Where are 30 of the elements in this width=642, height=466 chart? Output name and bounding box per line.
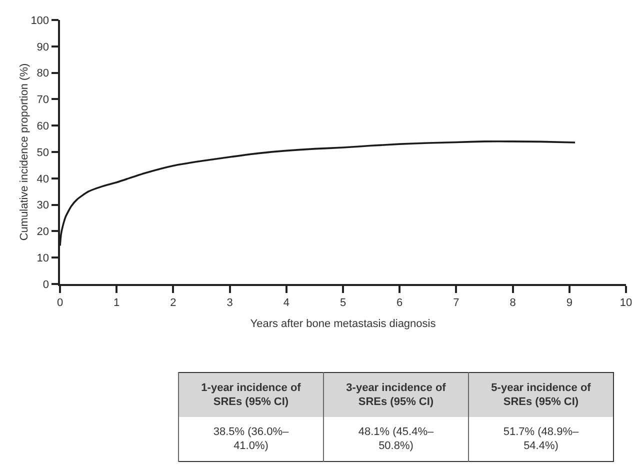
text: 3-year incidence of SREs (95% CI) xyxy=(324,372,468,417)
x-tick-label: 9 xyxy=(566,296,572,309)
x-tick-label: 2 xyxy=(170,296,176,309)
y-tick-label: 80 xyxy=(36,68,50,80)
x-tick-label: 8 xyxy=(510,296,516,309)
text: 48.1% (45.4%–50.8%) xyxy=(324,417,468,462)
x-tick-label: 7 xyxy=(453,296,460,309)
x-axis-title: Years after bone metastasis diagnosis xyxy=(250,318,436,330)
x-tick-label: 10 xyxy=(620,296,632,309)
y-tick-label: 30 xyxy=(36,200,50,212)
text: 5-year incidence of SREs (95% CI) xyxy=(468,372,614,417)
text: 51.7% (48.9%–54.4%) xyxy=(468,417,614,462)
x-tick-label: 4 xyxy=(283,296,290,309)
x-tick-label: 0 xyxy=(56,296,64,309)
y-tick-label: 0 xyxy=(42,278,50,291)
x-tick-label: 6 xyxy=(396,296,403,309)
text: 38.5% (36.0%–41.0%) xyxy=(178,417,324,462)
y-tick-label: 10 xyxy=(36,252,50,264)
y-tick-label: 70 xyxy=(36,94,50,106)
y-tick-label: 50 xyxy=(36,146,50,159)
y-tick-label: 90 xyxy=(36,41,50,54)
y-tick-label: 40 xyxy=(36,173,50,186)
y-tick-label: 20 xyxy=(36,226,50,238)
y-tick-label: 60 xyxy=(36,120,50,132)
x-tick-label: 1 xyxy=(114,296,120,309)
y-axis-title: Cumulative incidence proportion (%) xyxy=(18,63,30,241)
x-tick-label: 5 xyxy=(340,296,346,309)
x-tick-label: 3 xyxy=(226,296,233,309)
y-tick-label: 100 xyxy=(30,14,50,27)
text: 1-year incidence of SREs (95% CI) xyxy=(178,372,324,417)
